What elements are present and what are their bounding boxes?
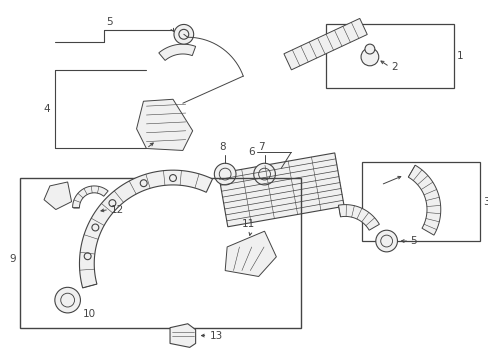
Text: 4: 4: [43, 104, 50, 114]
Polygon shape: [407, 165, 440, 235]
Bar: [20, 178, 300, 328]
Polygon shape: [224, 231, 276, 276]
Bar: [325, 24, 453, 89]
Polygon shape: [170, 324, 195, 347]
Circle shape: [84, 253, 91, 260]
Circle shape: [214, 163, 236, 185]
Text: 8: 8: [219, 143, 225, 152]
Circle shape: [364, 44, 374, 54]
Text: 7: 7: [258, 143, 264, 152]
Circle shape: [109, 200, 116, 207]
Polygon shape: [338, 204, 379, 230]
Polygon shape: [218, 153, 344, 227]
Text: 13: 13: [209, 330, 222, 341]
Text: 5: 5: [409, 236, 416, 246]
Polygon shape: [79, 170, 212, 288]
Polygon shape: [284, 18, 366, 70]
Text: 10: 10: [82, 309, 95, 319]
Circle shape: [375, 230, 397, 252]
Text: 12: 12: [111, 204, 124, 215]
Polygon shape: [44, 182, 71, 210]
Text: 6: 6: [247, 148, 254, 157]
Circle shape: [253, 163, 275, 185]
Text: 11: 11: [242, 219, 255, 229]
Circle shape: [92, 224, 99, 231]
Bar: [361, 162, 479, 241]
Circle shape: [360, 48, 378, 66]
Polygon shape: [72, 186, 108, 208]
Text: 9: 9: [10, 254, 17, 264]
Text: 3: 3: [482, 197, 488, 207]
Circle shape: [169, 175, 176, 181]
Circle shape: [55, 287, 81, 313]
Circle shape: [174, 24, 193, 44]
Text: 2: 2: [391, 62, 397, 72]
Polygon shape: [136, 99, 192, 150]
Text: 1: 1: [456, 51, 462, 61]
Circle shape: [140, 180, 147, 186]
Polygon shape: [159, 44, 195, 60]
Text: 5: 5: [106, 17, 112, 27]
